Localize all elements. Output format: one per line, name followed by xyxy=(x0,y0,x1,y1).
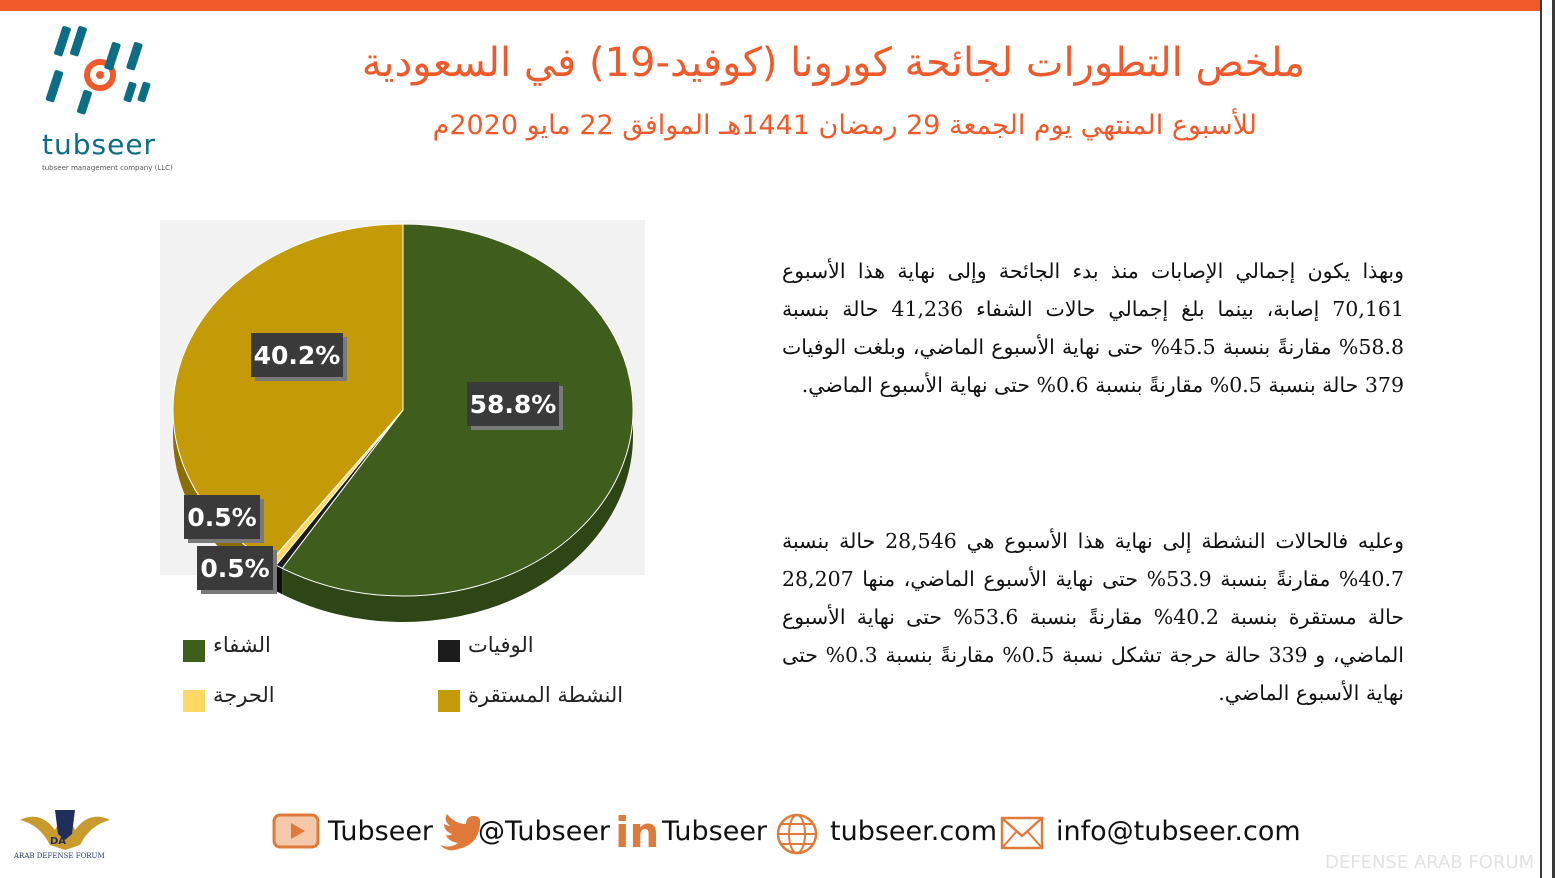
forum-emblem-icon xyxy=(20,810,110,850)
envelope-icon[interactable] xyxy=(1000,816,1044,850)
pie-data-label-1: 0.5% xyxy=(197,546,277,594)
summary-paragraph-cases: وبهذا يكون إجمالي الإصابات منذ بدء الجائ… xyxy=(782,259,1404,397)
legend-swatch-recovered xyxy=(183,640,205,662)
twitter-icon[interactable] xyxy=(436,812,480,852)
legend-swatch-deaths xyxy=(438,640,460,662)
pie-slice-side-0 xyxy=(282,410,633,622)
top-accent-bar xyxy=(0,0,1540,11)
legend-label-deaths: الوفيات xyxy=(468,633,534,657)
website-link[interactable]: tubseer.com xyxy=(830,816,997,847)
twitter-handle[interactable]: @Tubseer xyxy=(478,816,611,847)
svg-text:58.8%: 58.8% xyxy=(470,390,557,419)
arab-defense-forum-badge: DA ARAB DEFENSE FORUM xyxy=(10,790,120,878)
page-title: ملخص التطورات لجائحة كورونا (كوفيد-19) ف… xyxy=(361,40,1305,86)
pie-chart: 58.8% 0.5% 0.5% 40.2% xyxy=(160,220,645,622)
youtube-icon[interactable] xyxy=(272,812,320,850)
pie-data-label-3: 40.2% xyxy=(251,333,347,381)
pie-data-label-2: 0.5% xyxy=(184,495,264,543)
pie-data-label-0: 58.8% xyxy=(467,382,563,430)
page-subtitle: للأسبوع المنتهي يوم الجمعة 29 رمضان 1441… xyxy=(432,110,1257,141)
svg-text:40.2%: 40.2% xyxy=(254,341,341,370)
tubseer-logo-mark xyxy=(45,26,151,115)
forum-badge-text: ARAB DEFENSE FORUM xyxy=(14,852,105,860)
forum-badge-letters: DA xyxy=(50,836,67,847)
right-window-border xyxy=(1540,0,1555,878)
watermark-text: DEFENSE ARAB FORUM xyxy=(1325,852,1535,873)
tubseer-logo: tubseer tubseer management company (LLC) xyxy=(30,20,173,185)
svg-text:0.5%: 0.5% xyxy=(187,503,256,532)
svg-text:0.5%: 0.5% xyxy=(200,554,269,583)
email-link[interactable]: info@tubseer.com xyxy=(1056,816,1301,847)
youtube-handle[interactable]: Tubseer xyxy=(328,816,434,847)
linkedin-icon[interactable]: in xyxy=(615,808,660,857)
linkedin-handle[interactable]: Tubseer xyxy=(662,816,768,847)
summary-paragraph-active: وعليه فالحالات النشطة إلى نهاية هذا الأس… xyxy=(782,529,1405,705)
legend-label-recovered: الشفاء xyxy=(213,633,271,657)
pie-slice-side-1 xyxy=(276,565,283,595)
legend-swatch-critical xyxy=(183,690,205,712)
pie-slice-0 xyxy=(281,223,634,597)
footer-contact-bar: Tubseer @Tubseer in Tubseer tubseer.com … xyxy=(270,806,1310,862)
legend-label-critical: الحرجة xyxy=(213,683,275,707)
globe-icon[interactable] xyxy=(775,812,819,856)
legend-swatch-stable-active xyxy=(438,690,460,712)
legend-label-stable-active: النشطة المستقرة xyxy=(468,683,624,707)
logo-tagline: tubseer management company (LLC) xyxy=(42,164,173,172)
logo-wordmark: tubseer xyxy=(42,128,157,161)
